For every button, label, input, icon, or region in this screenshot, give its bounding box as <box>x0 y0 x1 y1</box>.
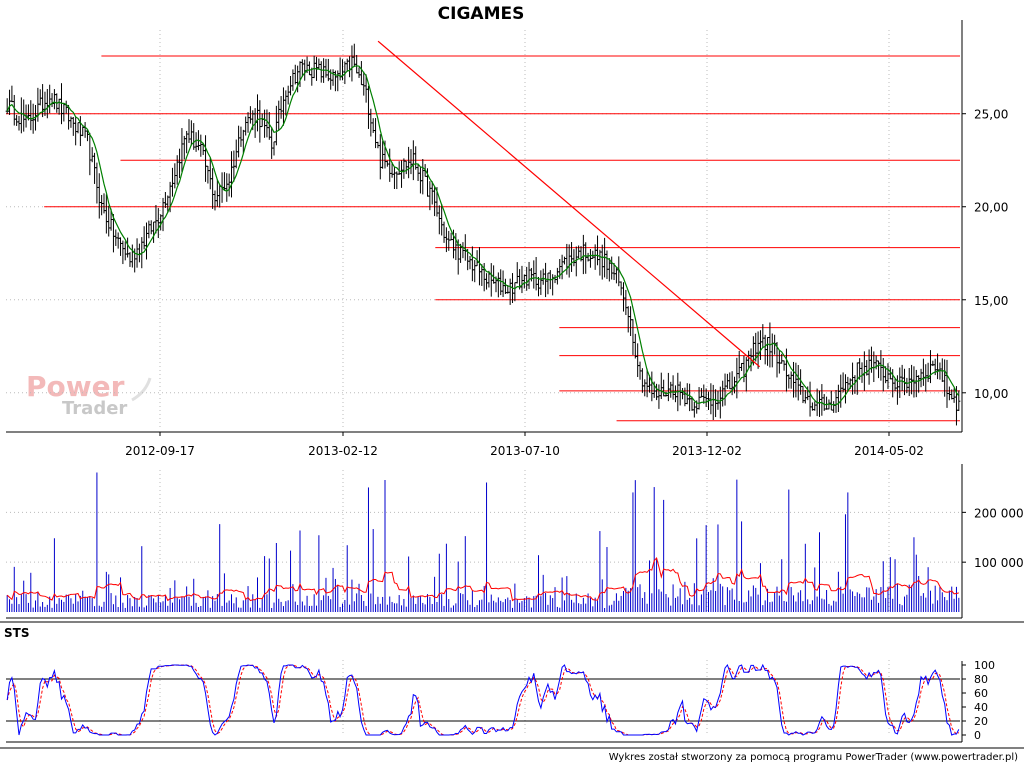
trendline <box>377 40 761 368</box>
volume-y-tick-label: 100 000 <box>974 556 1024 570</box>
price-bar <box>957 390 961 411</box>
watermark-trader: Trader <box>62 398 127 419</box>
x-tick-label: 2012-09-17 <box>125 444 195 458</box>
price-bars <box>5 43 961 426</box>
support-resistance-levels <box>6 55 960 422</box>
x-tick-label: 2014-05-02 <box>854 444 924 458</box>
volume-y-tick-label: 200 000 <box>974 506 1024 520</box>
sts-panel-label: STS <box>4 626 29 640</box>
volume-bars <box>6 472 960 612</box>
price-y-tick-label: 25,00 <box>974 108 1008 122</box>
price-y-tick-label: 10,00 <box>974 387 1008 401</box>
volume-average-path <box>6 556 959 602</box>
watermark-power: Power <box>26 370 125 403</box>
price-y-tick-label: 15,00 <box>974 294 1008 308</box>
sts-y-tick-label: 100 <box>974 659 995 672</box>
price-y-tick-label: 20,00 <box>974 201 1008 215</box>
footer-credit: Wykres został stworzony za pomocą progra… <box>609 752 1018 763</box>
tick-labels: 2012-09-17 2013-02-12 2013-07-10 2013-12-02… <box>125 108 1024 742</box>
trendline-path <box>377 40 761 368</box>
x-tick-label: 2013-12-02 <box>672 444 742 458</box>
x-tick-label: 2013-07-10 <box>490 444 560 458</box>
moving-average-path <box>6 65 960 406</box>
x-tick-label: 2013-02-12 <box>308 444 378 458</box>
moving-average-line <box>6 65 960 406</box>
grid <box>6 30 960 735</box>
sts-oscillator <box>6 663 960 736</box>
watermark-logo: Power Trader <box>26 370 152 419</box>
axes <box>0 20 1024 749</box>
chart-title: CIGAMES <box>438 4 525 24</box>
sts-line <box>6 663 960 736</box>
volume-average-line <box>6 556 959 602</box>
sts-y-tick-label: 60 <box>974 687 988 700</box>
sts-y-tick-label: 80 <box>974 673 988 686</box>
sts-y-tick-label: 20 <box>974 715 988 728</box>
sts-y-tick-label: 40 <box>974 701 988 714</box>
sts-y-tick-label: 0 <box>974 729 981 742</box>
